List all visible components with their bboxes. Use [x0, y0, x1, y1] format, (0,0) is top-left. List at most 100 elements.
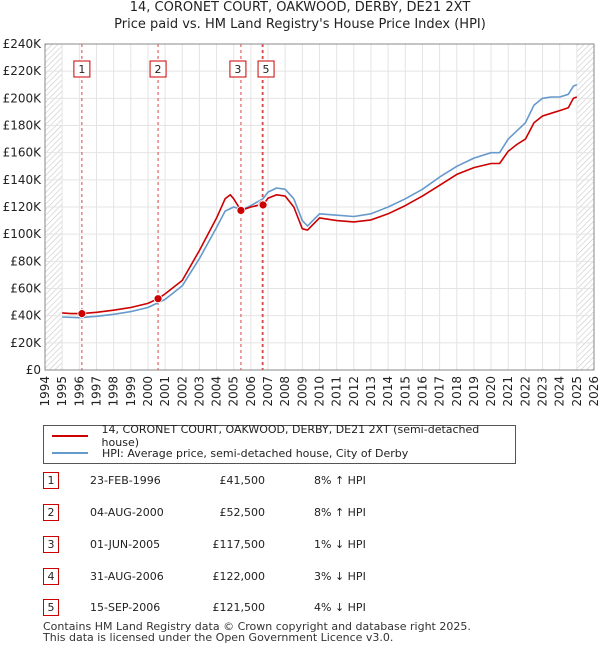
sale-price: £122,000	[212, 570, 266, 583]
x-tick-label: 2005	[227, 376, 241, 407]
sale-date: 15-SEP-2006	[90, 601, 161, 614]
sale-date: 31-AUG-2006	[90, 570, 164, 583]
x-tick-label: 2018	[450, 376, 464, 407]
plot-frame	[44, 43, 595, 371]
legend-property-swatch	[52, 435, 88, 437]
y-tick-label: £120K	[3, 200, 43, 214]
sale-price: £121,500	[212, 601, 266, 614]
sale-marker-label: 5	[263, 63, 270, 76]
x-tick-label: 2019	[467, 376, 481, 407]
sale-marker-label: 3	[234, 63, 241, 76]
x-tick-label: 2024	[553, 376, 567, 407]
sale-marker-3: 3	[229, 60, 247, 78]
x-tick-label: 2025	[570, 376, 584, 407]
y-tick-label: £140K	[3, 173, 43, 187]
sale-number: 5	[43, 599, 59, 616]
sale-marker-frame	[229, 60, 247, 78]
table-row: 1 23-FEB-1996 £41,500 8% ↑ HPI	[43, 472, 443, 490]
sale-marker-2: 2	[149, 60, 167, 78]
sale-point	[77, 309, 87, 319]
x-tick-label: 2021	[501, 376, 515, 407]
y-tick-label: £80K	[10, 254, 42, 268]
y-tick-label: £0	[26, 363, 41, 377]
legend-hpi-label: HPI: Average price, semi-detached house,…	[102, 446, 409, 460]
sale-marker-1: 1	[73, 60, 91, 78]
sale-hpi-diff: 3% ↓ HPI	[314, 570, 366, 583]
legend-hpi: HPI: Average price, semi-detached house,…	[52, 445, 408, 461]
x-tick-label: 1995	[55, 376, 69, 407]
x-tick-label: 2009	[295, 376, 309, 407]
x-tick-label: 2023	[536, 376, 550, 407]
sale-marker-frame	[149, 60, 167, 78]
table-row: 5 15-SEP-2006 £121,500 4% ↓ HPI	[43, 599, 443, 617]
sale-hpi-diff: 4% ↓ HPI	[314, 601, 366, 614]
x-tick-label: 2016	[415, 376, 429, 407]
footer-licence: This data is licensed under the Open Gov…	[43, 631, 394, 644]
sale-point	[258, 200, 268, 210]
table-row: 2 04-AUG-2000 £52,500 8% ↑ HPI	[43, 504, 443, 522]
sale-point	[236, 205, 246, 215]
y-tick-label: £240K	[3, 37, 43, 51]
x-tick-label: 1996	[72, 376, 86, 407]
x-tick-label: 1998	[107, 376, 121, 407]
x-tick-label: 2017	[433, 376, 447, 407]
legend: 14, CORONET COURT, OAKWOOD, DERBY, DE21 …	[43, 423, 516, 464]
x-tick-label: 2010	[313, 376, 327, 407]
y-tick-label: £180K	[3, 119, 43, 133]
sale-marker-label: 1	[78, 63, 85, 76]
sale-price: £52,500	[219, 506, 266, 519]
x-tick-label: 2007	[261, 376, 275, 407]
sale-number: 3	[43, 536, 59, 553]
x-tick-label: 2022	[518, 376, 532, 407]
table-row: 3 01-JUN-2005 £117,500 1% ↓ HPI	[43, 536, 443, 554]
x-tick-label: 2012	[347, 376, 361, 407]
hpi-series-line	[62, 84, 578, 319]
sale-date: 01-JUN-2005	[90, 538, 161, 551]
x-tick-label: 2004	[210, 376, 224, 407]
sale-date: 04-AUG-2000	[90, 506, 164, 519]
sale-price: £41,500	[219, 474, 266, 487]
sale-hpi-diff: 8% ↑ HPI	[314, 474, 366, 487]
x-tick-label: 2006	[244, 376, 258, 407]
x-tick-label: 2026	[587, 376, 600, 407]
y-tick-label: £200K	[3, 91, 43, 105]
legend-property-label: 14, CORONET COURT, OAKWOOD, DERBY, DE21 …	[101, 423, 480, 449]
x-tick-label: 2003	[192, 376, 206, 407]
table-row: 4 31-AUG-2006 £122,000 3% ↓ HPI	[43, 568, 443, 586]
x-tick-label: 2011	[330, 376, 344, 407]
footer-copyright: Contains HM Land Registry data © Crown c…	[43, 620, 471, 633]
sale-hpi-diff: 8% ↑ HPI	[314, 506, 366, 519]
x-tick-label: 2002	[175, 376, 189, 407]
sale-marker-5: 5	[257, 60, 275, 78]
sale-point	[153, 294, 163, 304]
x-tick-label: 2000	[141, 376, 155, 407]
y-tick-label: £220K	[3, 64, 43, 78]
sale-price: £117,500	[212, 538, 266, 551]
legend-hpi-swatch	[52, 452, 88, 454]
sale-number: 4	[43, 568, 59, 585]
y-tick-label: £40K	[10, 309, 42, 323]
x-tick-label: 2008	[278, 376, 292, 407]
x-tick-label: 2020	[484, 376, 498, 407]
x-tick-label: 1994	[38, 376, 52, 407]
y-tick-label: £100K	[3, 227, 43, 241]
x-tick-label: 1999	[124, 376, 138, 407]
x-tick-label: 2014	[381, 376, 395, 407]
price-chart: £0 £20K £40K £60K £80K £100K £120K £140K £160K £1…	[3, 37, 600, 407]
x-tick-label: 2001	[158, 376, 172, 407]
x-tick-label: 1997	[89, 376, 103, 407]
y-tick-label: £160K	[3, 146, 43, 160]
sale-number: 1	[43, 472, 59, 489]
sale-marker-frame	[257, 60, 275, 78]
chart-title: 14, CORONET COURT, OAKWOOD, DERBY, DE21 …	[129, 0, 471, 15]
sale-marker-frame	[73, 60, 91, 78]
y-tick-label: £20K	[10, 336, 42, 350]
property-series-line	[62, 96, 578, 315]
sale-date: 23-FEB-1996	[90, 474, 161, 487]
sale-hpi-diff: 1% ↓ HPI	[314, 538, 366, 551]
y-tick-label: £60K	[10, 282, 42, 296]
x-tick-label: 2015	[398, 376, 412, 407]
sale-marker-label: 2	[155, 63, 162, 76]
chart-subtitle: Price paid vs. HM Land Registry's House …	[114, 17, 486, 32]
sale-number: 2	[43, 504, 59, 521]
